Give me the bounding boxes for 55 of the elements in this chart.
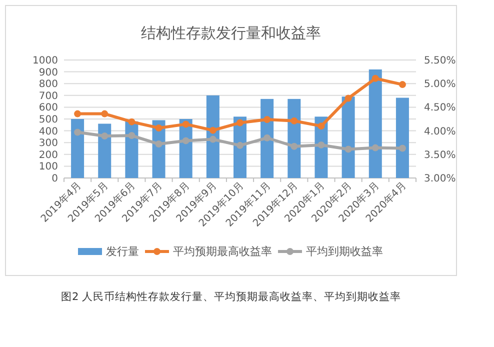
legend-label: 发行量 (106, 245, 139, 258)
legend-label: 平均预期最高收益率 (173, 245, 272, 258)
point (209, 136, 216, 143)
y2-tick-label: 3.50% (424, 150, 456, 161)
y2-tick-label: 4.00% (424, 126, 456, 138)
y-tick-label: 900 (38, 67, 58, 78)
point (182, 120, 190, 128)
point (344, 94, 352, 102)
bar (342, 96, 355, 178)
y-tick-label: 1000 (32, 56, 58, 66)
bar (368, 69, 382, 178)
point (74, 110, 82, 118)
point (398, 144, 406, 152)
point (290, 142, 298, 150)
chart-title: 结构性存款发行量和收益率 (141, 24, 321, 42)
y2-tick-label: 3.00% (424, 174, 456, 184)
legend-label: 平均到期收益率 (306, 245, 383, 258)
y-tick-label: 300 (38, 138, 58, 150)
y-tick-label: 100 (38, 162, 58, 173)
point (318, 122, 325, 130)
point (264, 134, 271, 142)
y-tick-label: 0 (52, 174, 58, 184)
point (182, 137, 190, 144)
bar (71, 119, 84, 178)
point (101, 110, 108, 118)
y-tick-label: 500 (38, 114, 58, 126)
point (128, 118, 136, 126)
y-tick-label: 800 (38, 79, 58, 90)
point (209, 126, 216, 134)
point (101, 132, 108, 140)
y-tick-label: 200 (38, 150, 58, 161)
y2-tick-label: 5.00% (424, 79, 456, 90)
bar (396, 98, 409, 178)
point (318, 141, 325, 148)
bar (206, 95, 220, 178)
caption: 图2 人民币结构性存款发行量、平均预期最高收益率、平均到期收益率 (60, 290, 402, 303)
y2-tick-label: 5.50% (424, 56, 456, 66)
point (344, 146, 352, 153)
point (236, 119, 244, 126)
point (74, 128, 82, 136)
point (372, 74, 379, 82)
point (264, 116, 271, 123)
y-tick-label: 400 (38, 126, 58, 138)
point (236, 142, 244, 149)
y-tick-label: 600 (38, 102, 58, 114)
point (155, 140, 162, 148)
point (290, 117, 298, 124)
y-tick-label: 700 (38, 90, 58, 102)
y2-tick-label: 4.50% (424, 102, 456, 114)
bar (260, 98, 274, 178)
point (128, 132, 136, 140)
bar (98, 124, 112, 178)
point (372, 144, 379, 152)
point (398, 81, 406, 88)
point (155, 124, 162, 132)
